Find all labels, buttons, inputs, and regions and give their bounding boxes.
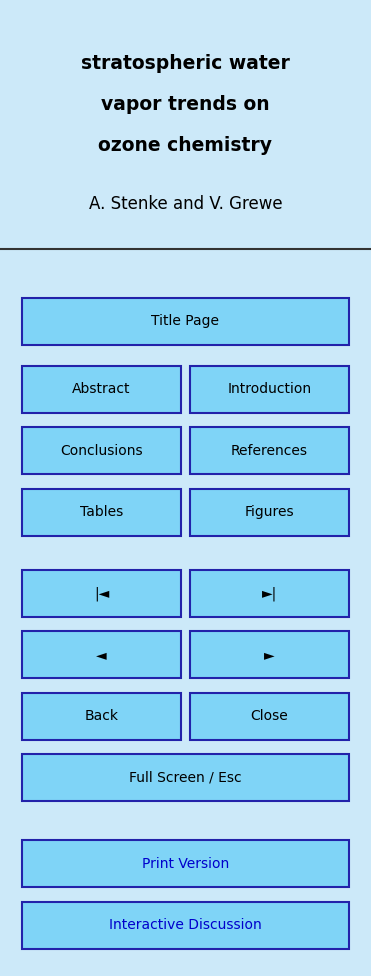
Text: Abstract: Abstract — [72, 383, 131, 396]
Text: Print Version: Print Version — [142, 857, 229, 871]
Text: ►: ► — [264, 648, 275, 662]
Text: |◄: |◄ — [94, 587, 109, 600]
Text: References: References — [231, 444, 308, 458]
Text: ◄: ◄ — [96, 648, 107, 662]
FancyBboxPatch shape — [22, 570, 181, 617]
Text: Back: Back — [85, 710, 119, 723]
FancyBboxPatch shape — [190, 427, 349, 474]
FancyBboxPatch shape — [22, 631, 181, 678]
Text: Full Screen / Esc: Full Screen / Esc — [129, 771, 242, 785]
FancyBboxPatch shape — [190, 631, 349, 678]
FancyBboxPatch shape — [22, 489, 181, 536]
FancyBboxPatch shape — [22, 902, 349, 949]
FancyBboxPatch shape — [22, 754, 349, 801]
Text: Close: Close — [250, 710, 288, 723]
Text: ►|: ►| — [262, 587, 277, 600]
Text: Interactive Discussion: Interactive Discussion — [109, 918, 262, 932]
FancyBboxPatch shape — [22, 366, 181, 413]
FancyBboxPatch shape — [190, 366, 349, 413]
FancyBboxPatch shape — [190, 489, 349, 536]
FancyBboxPatch shape — [22, 427, 181, 474]
Text: A. Stenke and V. Grewe: A. Stenke and V. Grewe — [89, 195, 282, 213]
FancyBboxPatch shape — [22, 840, 349, 887]
Text: Tables: Tables — [80, 506, 123, 519]
Text: ozone chemistry: ozone chemistry — [98, 136, 273, 154]
Text: Conclusions: Conclusions — [60, 444, 143, 458]
FancyBboxPatch shape — [22, 693, 181, 740]
Text: Title Page: Title Page — [151, 314, 220, 328]
Text: Introduction: Introduction — [227, 383, 312, 396]
Text: Figures: Figures — [244, 506, 294, 519]
FancyBboxPatch shape — [22, 298, 349, 345]
Text: stratospheric water: stratospheric water — [81, 54, 290, 72]
FancyBboxPatch shape — [190, 570, 349, 617]
FancyBboxPatch shape — [190, 693, 349, 740]
Text: vapor trends on: vapor trends on — [101, 95, 270, 113]
